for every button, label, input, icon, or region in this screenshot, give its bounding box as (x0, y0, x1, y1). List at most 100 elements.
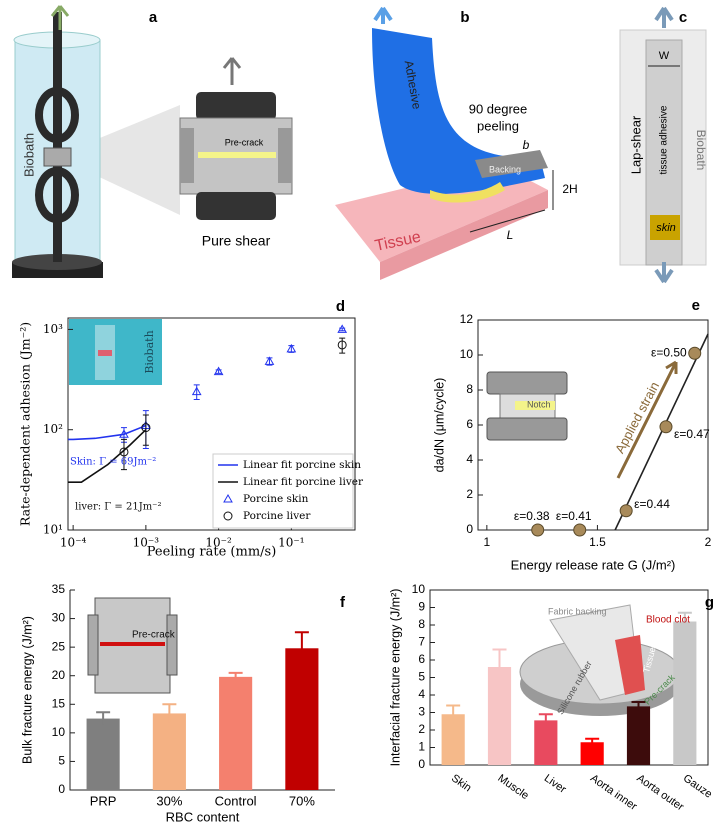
y-tick-label: 4 (466, 452, 473, 466)
y-tick-label: 10 (412, 582, 426, 596)
marker (660, 421, 672, 433)
x-tick-label: Aorta outer (634, 772, 686, 813)
figure: Biobath a Pre-crack Pure shear b Adhesiv… (0, 0, 716, 829)
y-tick-label: 10³ (43, 322, 63, 336)
y-tick-label: 1 (418, 740, 425, 754)
legend-label: Linear fit porcine skin (243, 459, 361, 471)
bar (673, 622, 696, 766)
panel-a: Biobath a Pre-crack Pure shear (12, 6, 292, 278)
panel-letter: e (692, 297, 700, 314)
label: 2H (562, 182, 577, 196)
marker (532, 524, 544, 536)
inset-crack (100, 642, 165, 646)
x-axis-label: Energy release rate G (J/m²) (511, 557, 676, 572)
x-tick-label: 1 (484, 535, 491, 549)
y-tick-label: 7 (418, 635, 425, 649)
x-tick-label: Liver (542, 772, 569, 796)
y-tick-label: 5 (418, 670, 425, 684)
bar (285, 648, 318, 790)
tab (278, 128, 292, 183)
x-tick-label: 2 (705, 535, 712, 549)
label: Pure shear (202, 233, 271, 249)
y-tick-label: 0 (58, 782, 65, 796)
panel-letter: f (340, 594, 346, 611)
y-axis-label: Bulk fracture energy (J/m²) (20, 616, 34, 764)
y-tick-label: 0 (418, 757, 425, 771)
x-tick-label: PRP (90, 793, 117, 808)
label: skin (656, 222, 676, 234)
page: {"illustrations": { "a": {"label": "a", … (0, 0, 716, 829)
bar (153, 713, 186, 790)
y-axis-label: da/dN (μm/cycle) (432, 378, 446, 473)
label: Biobath (21, 133, 36, 177)
label: 90 degree (469, 101, 528, 116)
annotation: liver: Γ = 21Jm⁻² (75, 502, 161, 513)
y-tick-label: 3 (418, 705, 425, 719)
y-axis-label: Rate-dependent adhesion (Jm⁻²) (18, 322, 33, 526)
annotation: Pre-crack (132, 630, 176, 641)
x-tick-label: Gauze (681, 772, 714, 800)
annotation: Biobath (143, 330, 156, 373)
x-tick-label: Control (215, 793, 257, 808)
y-tick-label: 30 (52, 611, 66, 625)
x-tick-label: 10⁻⁴ (60, 536, 87, 550)
x-tick-label: 10⁻³ (133, 536, 160, 550)
panel-letter: b (460, 9, 469, 26)
error-bar (143, 415, 149, 445)
x-tick-label: Aorta inner (588, 772, 639, 813)
x-tick-label: 30% (156, 793, 182, 808)
point-label: ε=0.50 (651, 345, 687, 359)
panel-letter: g (705, 594, 714, 611)
label: Backing (489, 164, 521, 174)
label: Biobath (694, 130, 708, 171)
y-tick-label: 10² (43, 422, 63, 436)
y-tick-label: 0 (466, 522, 473, 536)
label: L (507, 228, 514, 242)
tab (180, 128, 194, 183)
label: W (659, 50, 670, 62)
y-tick-label: 10 (460, 347, 474, 361)
y-tick-label: 2 (466, 487, 473, 501)
x-tick-label: 10⁻² (205, 536, 232, 550)
legend-label: Porcine liver (243, 510, 311, 522)
bar (219, 677, 252, 790)
bar (534, 720, 557, 765)
point-label: ε=0.41 (556, 509, 592, 523)
zoom-wedge (95, 105, 180, 215)
point-label: ε=0.47 (674, 427, 710, 441)
y-tick-label: 10 (52, 725, 66, 739)
panel-c: c W Lap-shear tissue adhesive Biobath sk… (620, 8, 708, 282)
y-tick-label: 6 (418, 652, 425, 666)
y-tick-label: 8 (418, 617, 425, 631)
bar (87, 719, 120, 790)
inset-sample (98, 350, 112, 356)
y-tick-label: 10¹ (43, 523, 63, 537)
annotation: Notch (527, 399, 551, 409)
y-tick-label: 35 (52, 582, 66, 596)
x-axis-label: RBC content (166, 809, 240, 824)
inset-tab (88, 615, 98, 675)
y-axis-label: Interfacial fracture energy (J/m²) (388, 589, 402, 767)
y-tick-label: 8 (466, 382, 473, 396)
legend-label: Linear fit porcine liver (243, 476, 364, 488)
panel-letter: d (336, 298, 345, 315)
label: tissue adhesive (659, 105, 670, 174)
sample (44, 148, 71, 166)
annotation: Fabric backing (548, 606, 607, 616)
x-tick-label: 70% (289, 793, 315, 808)
y-tick-label: 4 (418, 687, 425, 701)
marker (689, 347, 701, 359)
annotation: Applied strain (612, 379, 662, 456)
inset-grip (487, 372, 567, 394)
y-tick-label: 12 (460, 312, 474, 326)
series-line (68, 426, 146, 440)
clamp (196, 92, 276, 120)
y-tick-label: 20 (52, 668, 66, 682)
error-bar (339, 338, 345, 353)
x-tick-label: 1.5 (589, 535, 606, 549)
annotation: Blood clot (646, 615, 690, 626)
arrow (656, 8, 672, 28)
y-tick-label: 6 (466, 417, 473, 431)
label: Pre-crack (225, 137, 264, 147)
y-tick-label: 25 (52, 639, 66, 653)
